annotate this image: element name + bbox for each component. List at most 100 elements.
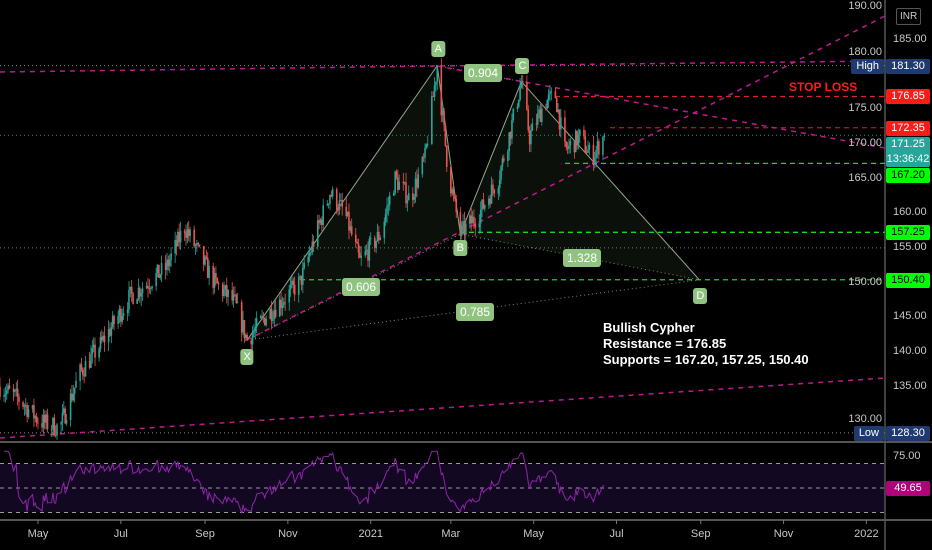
candle-body	[360, 255, 363, 258]
candle-body	[130, 286, 133, 294]
candle-body	[299, 275, 301, 278]
candle-body	[526, 82, 528, 110]
candle-body	[34, 416, 37, 419]
candle-body	[33, 405, 35, 419]
candle-body	[186, 229, 189, 238]
candle-body	[149, 288, 152, 290]
price-tick: 185.00	[893, 33, 927, 45]
candle-body	[128, 289, 130, 310]
candle-body	[109, 328, 111, 336]
candle-body	[278, 299, 281, 317]
candle-body	[183, 231, 186, 234]
candle-body	[378, 231, 380, 240]
pattern-triangle-xab	[247, 65, 461, 341]
candle-body	[262, 316, 265, 319]
candle-body	[136, 299, 138, 304]
candle-body	[555, 98, 558, 113]
candle-body	[61, 412, 64, 423]
note-resistance: Resistance = 176.85	[603, 336, 727, 351]
pattern-leg	[459, 81, 522, 235]
candle-body	[253, 331, 255, 334]
candle-body	[312, 241, 315, 247]
candle-body	[284, 302, 286, 304]
candle-body	[426, 143, 429, 145]
trendline-high	[0, 60, 886, 73]
candle-body	[337, 209, 339, 211]
level-tag-high: High	[851, 58, 884, 74]
candle-body	[405, 182, 407, 204]
candle-body	[196, 243, 198, 246]
candle-body	[246, 334, 248, 341]
candle-body	[132, 293, 134, 304]
candle-body	[215, 273, 217, 279]
candle-body	[584, 136, 587, 153]
candle-body	[23, 406, 26, 408]
candle-body	[507, 151, 509, 162]
candle-body	[596, 141, 599, 150]
candle-body	[16, 388, 19, 397]
candle-body	[227, 290, 229, 297]
candle-body	[122, 312, 125, 316]
candle-body	[471, 216, 474, 224]
candle-body	[383, 221, 386, 238]
rsi-tick-75: 75.00	[893, 450, 921, 462]
candle-body	[254, 327, 257, 332]
currency-label[interactable]: INR	[896, 8, 922, 25]
candle-body	[22, 402, 24, 407]
price-tick: 145.00	[893, 310, 927, 323]
price-badge: 150.40	[886, 272, 930, 288]
price-tick: 150.00	[848, 275, 882, 288]
candle-body	[547, 94, 550, 101]
candle-body	[397, 177, 399, 190]
candle-body	[156, 264, 159, 274]
candle-body	[335, 189, 338, 210]
candle-body	[488, 198, 490, 206]
candle-body	[31, 405, 34, 410]
price-tick: 170.00	[848, 136, 882, 149]
pattern-point-x: X	[240, 349, 254, 366]
candle-body	[474, 223, 477, 228]
price-tick: 140.00	[893, 344, 927, 357]
candle-body	[84, 360, 87, 377]
candle-body	[26, 405, 28, 417]
candle-body	[189, 229, 191, 236]
candle-body	[489, 198, 492, 204]
price-tick: 155.00	[893, 240, 927, 253]
candle-body	[538, 109, 540, 114]
candle-body	[281, 305, 284, 309]
candle-body	[568, 145, 570, 149]
candle-body	[417, 174, 420, 188]
candle-body	[269, 308, 272, 319]
candle-body	[416, 178, 418, 188]
candle-body	[452, 189, 455, 195]
candle-body	[603, 135, 606, 137]
candle-body	[455, 198, 458, 213]
candle-body	[593, 157, 596, 165]
time-tick: Nov	[278, 528, 298, 540]
candle-body	[492, 184, 494, 190]
candle-body	[234, 294, 236, 296]
candle-body	[198, 244, 201, 247]
candle-body	[384, 213, 387, 222]
candle-body	[520, 81, 523, 88]
time-tick: 2021	[358, 528, 383, 540]
candle-body	[148, 288, 151, 289]
candle-body	[75, 380, 77, 388]
candle-body	[576, 130, 578, 146]
candle-body	[451, 189, 453, 194]
candle-body	[72, 393, 75, 401]
rsi-line	[4, 450, 605, 514]
candle-body	[217, 283, 220, 285]
pattern-ratio-line	[460, 233, 700, 281]
candle-body	[73, 387, 76, 394]
candle-body	[82, 369, 84, 375]
candle-body	[574, 130, 577, 153]
candle-body	[27, 409, 30, 417]
candle-body	[273, 309, 276, 319]
candle-body	[364, 250, 367, 256]
candle-body	[498, 179, 501, 189]
candle-body	[321, 219, 323, 225]
candle-body	[341, 199, 343, 207]
pattern-triangle-bcd	[460, 81, 700, 280]
